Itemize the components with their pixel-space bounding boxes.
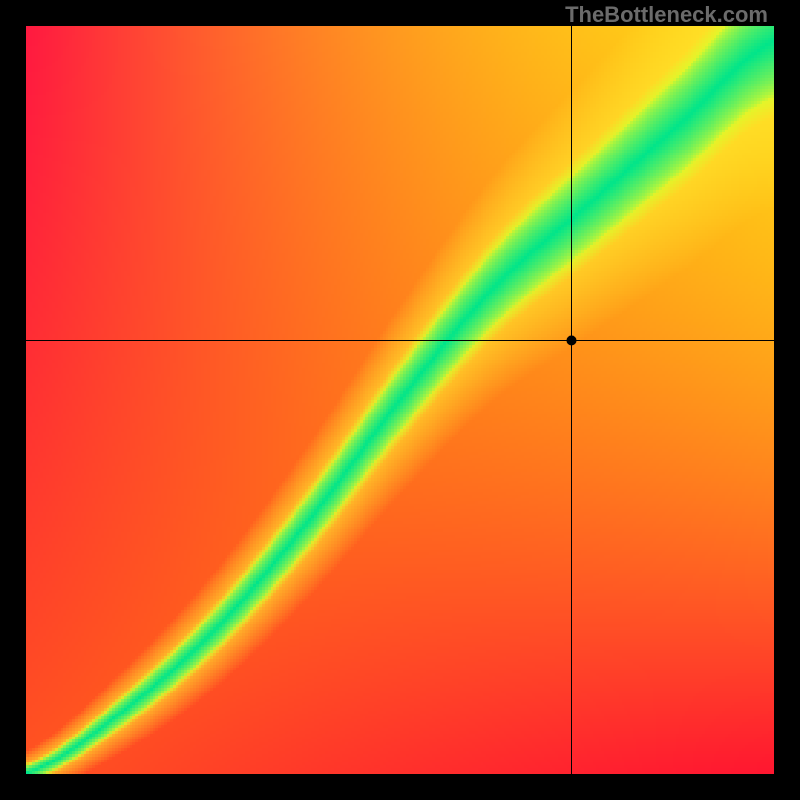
heatmap-canvas — [26, 26, 774, 774]
outer-frame: { "figure": { "type": "heatmap", "canvas… — [0, 0, 800, 800]
plot-area — [26, 26, 774, 774]
watermark-text: TheBottleneck.com — [565, 2, 768, 28]
